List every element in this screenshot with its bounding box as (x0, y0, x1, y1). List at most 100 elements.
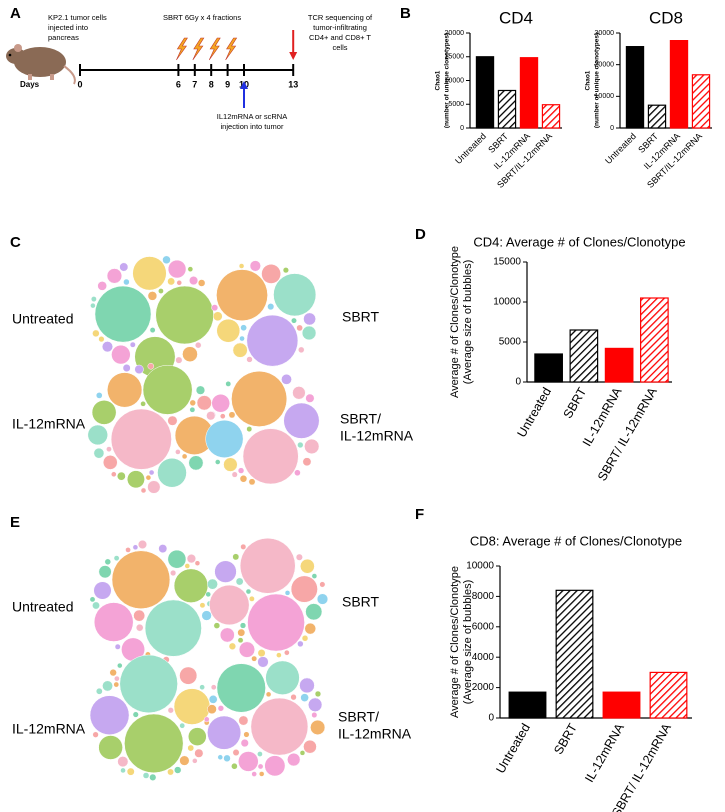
y-tick-label: 8000 (472, 591, 495, 602)
group-label: IL-12mRNA (340, 428, 414, 444)
bubble (305, 603, 323, 621)
bubble (265, 691, 272, 698)
bubble (300, 693, 309, 702)
bubble (192, 758, 198, 764)
bubble (102, 680, 113, 692)
bubble (167, 707, 174, 714)
bubble (176, 280, 182, 286)
bubble (92, 601, 100, 610)
bubble (207, 578, 218, 590)
bubble (93, 581, 112, 600)
bubble (110, 408, 172, 470)
bubble (311, 573, 318, 579)
bubble (189, 276, 199, 286)
x-tick-label: SBRT (561, 385, 590, 421)
y-axis-label: (Average size of bubbles) (462, 260, 474, 385)
bubble (205, 591, 212, 598)
bubble (132, 711, 139, 718)
bubble (174, 766, 182, 774)
bubble (179, 666, 198, 685)
bubble (294, 469, 301, 477)
bubble (248, 595, 255, 602)
bubble (251, 655, 258, 662)
bubble (189, 406, 196, 413)
bubble (238, 263, 245, 269)
bubble (297, 640, 304, 648)
timeline-note: tumor-infiltrating (313, 23, 367, 32)
bubble (237, 637, 244, 644)
bubble (106, 268, 123, 284)
bubble (242, 428, 299, 485)
bubble (237, 628, 246, 637)
bubble (305, 393, 315, 403)
radiation-bolt (225, 37, 238, 61)
bubble (158, 288, 164, 294)
panel-label: E (10, 514, 20, 531)
bubble (299, 677, 315, 694)
x-tick-label: IL-12mRNA (582, 721, 627, 785)
y-tick-label: 10000 (445, 77, 465, 84)
bubble (257, 751, 263, 757)
timeline-note: cells (332, 43, 347, 52)
x-tick-label: Untreated (453, 131, 488, 166)
bubble (117, 756, 129, 768)
bubble (203, 716, 210, 723)
bubble-cluster (211, 260, 317, 367)
bubble (111, 344, 131, 365)
chart-title: CD8: Average # of Clones/Clonotype (470, 533, 682, 548)
bubble (207, 704, 217, 715)
x-tick-label: Untreated (603, 131, 638, 166)
bubble (126, 767, 135, 776)
bubble (137, 539, 148, 550)
bubble (158, 544, 168, 554)
bar (625, 46, 645, 129)
bubble (148, 469, 155, 476)
group-label: SBRT (342, 309, 380, 325)
bubble (133, 609, 146, 622)
bubble (114, 675, 120, 682)
bubble (187, 266, 194, 272)
group-label: IL-12mRNA (12, 416, 86, 432)
bubble (186, 553, 197, 564)
timeline-note: IL12mRNA or scRNA (217, 112, 287, 121)
bubble (251, 771, 257, 777)
bubble (292, 386, 306, 400)
bubble (219, 413, 226, 419)
chart-title: CD4: Average # of Clones/Clonotype (473, 234, 685, 249)
bar (669, 39, 689, 129)
bubble (87, 424, 108, 446)
timeline-note: CD4+ and CD8+ T (309, 33, 371, 42)
bubble-cluster (205, 370, 320, 486)
bubble (94, 285, 152, 343)
bubble (238, 641, 256, 658)
bubble (239, 622, 247, 629)
bubble (295, 553, 303, 561)
group-label: IL-12mRNA (12, 721, 86, 737)
bubble (91, 400, 117, 425)
bubble (194, 560, 201, 566)
bubble-cluster (89, 539, 213, 664)
bubble (232, 749, 240, 757)
bar (508, 691, 547, 719)
panel-label: F (415, 506, 424, 523)
bubble (210, 684, 217, 691)
radiation-bolt (192, 37, 205, 61)
y-tick-label: 10000 (466, 561, 494, 572)
bubble (301, 325, 317, 341)
bar (541, 104, 561, 129)
bubble (95, 687, 103, 695)
bubble (238, 715, 249, 726)
bubble (113, 555, 120, 562)
bubble (217, 754, 224, 760)
bubble (147, 291, 158, 301)
bubble (101, 341, 114, 353)
bubble (282, 267, 289, 274)
bar (640, 297, 669, 383)
bubble (257, 656, 269, 668)
bubble (140, 487, 147, 494)
y-tick-label: 0 (460, 125, 464, 132)
bubble (102, 455, 118, 470)
bubble (97, 281, 107, 291)
panel-label: D (415, 226, 426, 243)
